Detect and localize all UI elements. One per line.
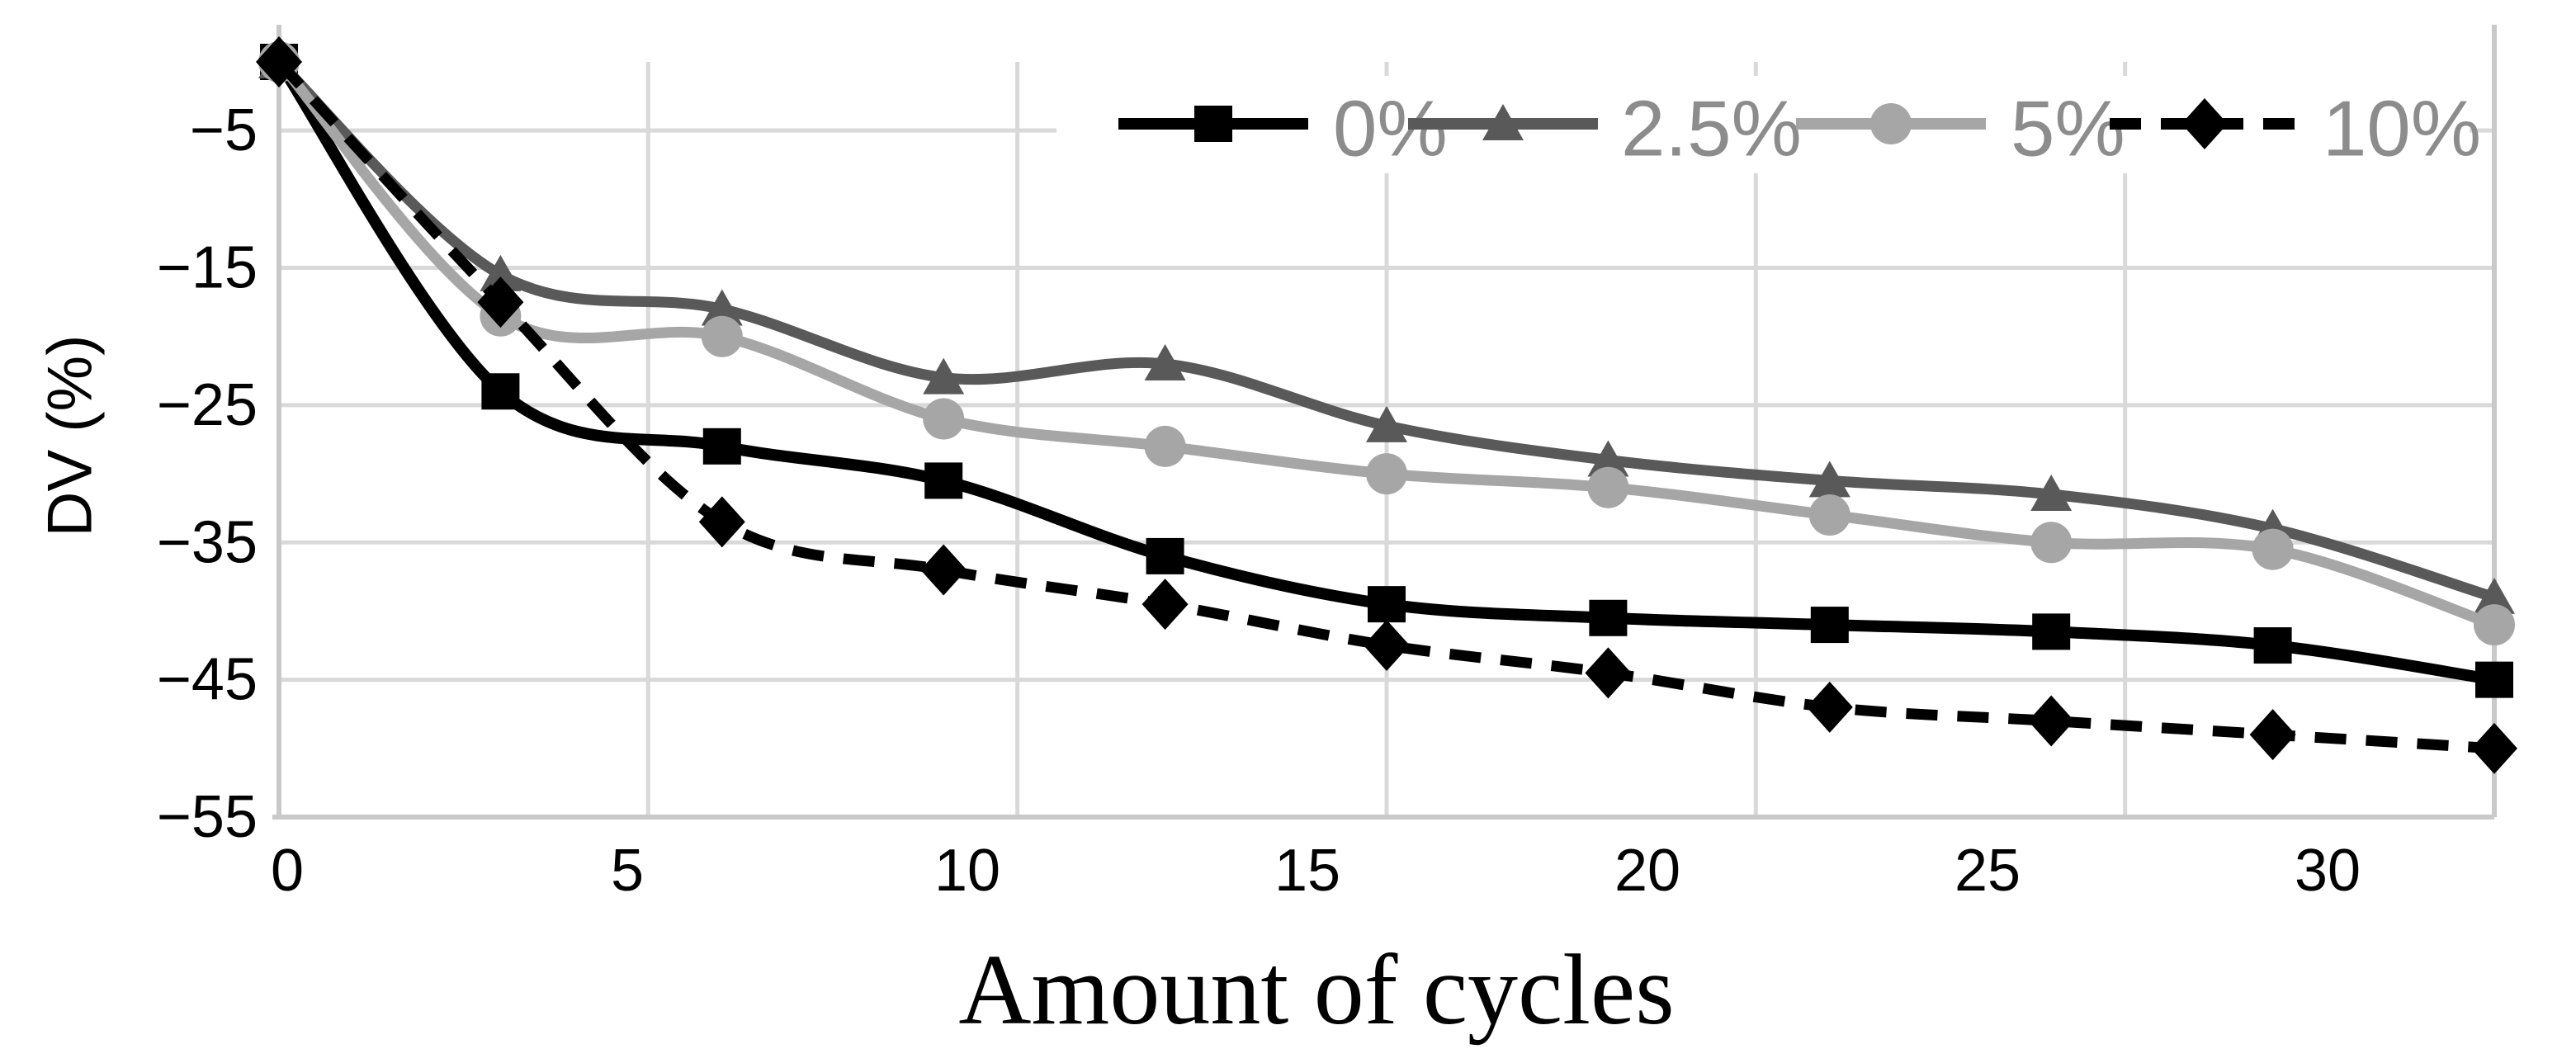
diamond-marker [1585, 647, 1632, 699]
square-marker [1146, 537, 1184, 574]
y-tick-label: −15 [157, 235, 258, 301]
x-tick-label: 0 [271, 838, 304, 904]
square-marker [1194, 106, 1232, 142]
diamond-marker [2471, 722, 2517, 774]
x-tick-label: 25 [1954, 838, 2021, 904]
square-marker [702, 428, 741, 465]
circle-marker [1366, 453, 1407, 495]
circle-marker [2030, 522, 2073, 564]
circle-marker [2252, 528, 2294, 570]
diamond-marker [1806, 681, 1853, 733]
legend-label: 5% [2011, 85, 2125, 173]
square-marker [1589, 599, 1628, 636]
y-tick-label: −55 [157, 784, 258, 850]
legend-item-5%: 5% [1796, 85, 2125, 173]
circle-marker [1808, 494, 1850, 536]
x-tick-label: 30 [2295, 838, 2361, 904]
diamond-marker [1141, 579, 1189, 631]
x-axis-title: Amount of cycles [958, 934, 1675, 1046]
circle-marker [923, 398, 965, 440]
triangle-marker [2030, 475, 2073, 512]
x-tick-label: 5 [611, 838, 644, 904]
square-marker [2475, 661, 2513, 698]
y-axis-title: DV (%) [35, 334, 106, 537]
series-line [275, 58, 2495, 754]
diamond-marker [2249, 709, 2296, 761]
diamond-marker [920, 544, 967, 596]
diamond-marker [1364, 620, 1410, 672]
triangle-marker [1482, 104, 1524, 140]
diamond-marker [2181, 98, 2228, 149]
y-tick-label: −35 [157, 509, 258, 575]
triangle-marker [1144, 344, 1186, 380]
x-tick-label: 10 [934, 838, 1000, 904]
triangle-marker [1587, 440, 1629, 477]
circle-marker [1144, 425, 1186, 467]
circle-marker [701, 315, 743, 357]
square-marker [1368, 586, 1406, 623]
diamond-marker [256, 36, 302, 87]
circle-marker [1870, 103, 1912, 144]
triangle-marker [2474, 577, 2515, 614]
circle-marker [2474, 604, 2515, 646]
legend-label: 10% [2323, 85, 2481, 173]
square-marker [481, 373, 520, 410]
series-line [275, 58, 2497, 631]
triangle-marker [1366, 405, 1407, 442]
y-tick-label: −25 [157, 372, 258, 438]
diamond-marker [477, 276, 524, 328]
legend-item-0%: 0% [1118, 85, 1448, 173]
square-marker [924, 462, 963, 499]
triangle-marker [923, 357, 965, 394]
y-tick-label: −45 [157, 647, 258, 713]
series-0% [260, 44, 2513, 698]
legend-item-2.5%: 2.5% [1408, 85, 1802, 173]
circle-marker [1587, 466, 1629, 508]
x-tick-label: 15 [1274, 838, 1340, 904]
legend: 0% 2.5% 5% 10% [1056, 76, 2481, 173]
legend-label: 2.5% [1621, 85, 1802, 173]
y-tick-label: −5 [190, 97, 258, 163]
legend-item-10%: 10% [2110, 85, 2481, 173]
triangle-marker [1808, 461, 1850, 498]
diamond-marker [2028, 695, 2075, 747]
series-10% [256, 36, 2517, 774]
triangle-marker [480, 254, 522, 291]
square-marker [1810, 607, 1849, 644]
triangle-marker [701, 289, 743, 326]
series-line [274, 59, 2496, 686]
x-tick-label: 20 [1614, 838, 1680, 904]
square-marker [2032, 613, 2071, 650]
square-marker [2253, 627, 2292, 664]
diamond-marker [698, 496, 745, 548]
